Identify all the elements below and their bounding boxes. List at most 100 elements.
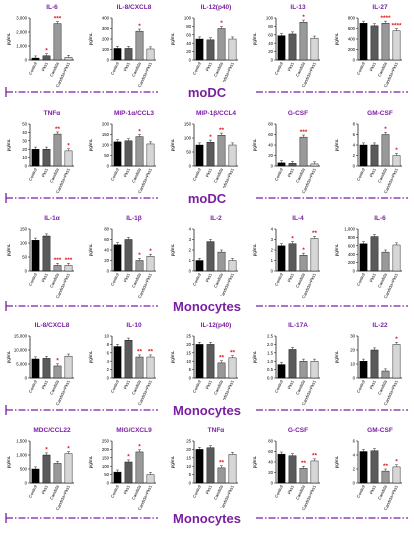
chart-title: IL-1β	[126, 215, 142, 222]
y-tick-label: 400	[102, 16, 110, 21]
x-tick-label: Candida	[49, 61, 60, 78]
x-tick-label: Control	[274, 484, 284, 498]
bar	[277, 245, 286, 272]
x-tick-label: Pks1	[368, 272, 377, 283]
y-tick-label: 5	[189, 472, 192, 477]
chart-panel: G-CSF pg/mL 0 20 40 60 80 Control Pks1 ** Candida *…	[252, 427, 320, 511]
x-tick-label: Control	[110, 272, 120, 286]
x-tick-label: Candida	[213, 167, 224, 184]
x-tick-label: Control	[28, 272, 38, 286]
x-tick-label: Control	[356, 272, 366, 286]
y-tick-label: 0	[189, 481, 192, 486]
chart-panel: IL-12(p40) pg/mL 0 20 40 60 80 100 Control Pks1 * C…	[170, 4, 238, 88]
bar	[228, 357, 237, 379]
x-tick-label: Control	[356, 484, 366, 498]
significance-label: **	[137, 349, 143, 356]
bar	[31, 468, 40, 484]
significance-label: ***	[54, 257, 62, 264]
x-tick-label: Candida	[377, 272, 388, 289]
chart-panel: IL-6 pg/mL 0 200 400 600 800 1,000 Control Pks1 Ca…	[334, 215, 402, 299]
x-tick-label: Pks1	[204, 167, 213, 178]
y-tick-label: 3,000	[16, 16, 27, 21]
bar	[370, 144, 379, 167]
y-tick-label: 0	[25, 164, 28, 169]
y-axis-label: pg/mL	[252, 455, 257, 468]
bar	[310, 460, 319, 484]
y-tick-label: 0	[25, 481, 28, 486]
bar	[277, 453, 286, 484]
bar	[288, 455, 297, 484]
bar	[113, 471, 122, 484]
bar	[370, 349, 379, 379]
bar	[277, 364, 286, 379]
bar	[228, 260, 237, 272]
y-tick-label: 40	[186, 41, 191, 46]
chart-title: GM-CSF	[367, 110, 393, 117]
x-tick-label: Candida	[295, 484, 306, 501]
y-tick-label: 1,500	[16, 439, 27, 444]
y-tick-label: 2	[107, 367, 110, 372]
y-tick-label: 2	[271, 248, 274, 253]
bar	[64, 453, 73, 484]
x-tick-label: Control	[192, 272, 202, 286]
bar	[392, 344, 401, 379]
chart-title: MIP-1α/CCL3	[114, 110, 154, 117]
y-tick-label: 1.5	[267, 350, 274, 355]
chart-panel: TNFα pg/mL 0 10 20 30 40 50 Control Pks1 ** Candida…	[6, 110, 74, 194]
x-tick-label: Control	[28, 379, 38, 393]
x-tick-label: Candida	[49, 379, 60, 396]
bar	[370, 25, 379, 61]
bar	[299, 361, 308, 379]
x-tick-label: Control	[356, 61, 366, 75]
significance-label: *	[67, 445, 70, 452]
bar	[195, 38, 204, 61]
bar	[206, 39, 215, 61]
y-tick-label: 100	[102, 143, 110, 148]
bar	[359, 361, 368, 379]
y-tick-label: 80	[268, 24, 273, 29]
bar	[217, 362, 226, 379]
y-tick-label: 50	[22, 255, 27, 260]
bar	[124, 461, 133, 484]
y-tick-label: 20	[22, 147, 27, 152]
y-tick-label: 40	[268, 143, 273, 148]
bar	[135, 136, 144, 167]
significance-label: *	[395, 459, 398, 466]
y-tick-label: 30	[22, 138, 27, 143]
chart-title: IL-6	[374, 215, 386, 222]
y-tick-label: 40	[268, 41, 273, 46]
y-tick-label: 40	[104, 248, 109, 253]
significance-label: *	[56, 358, 59, 365]
bar	[42, 454, 51, 484]
x-tick-label: Candida	[377, 167, 388, 184]
y-tick-label: 60	[268, 132, 273, 137]
bar	[64, 57, 73, 61]
chart-panel: MIG/CXCL9 pg/mL 0 50 100 150 200 250 Control * Pks…	[88, 427, 156, 511]
y-tick-label: 200	[348, 47, 356, 52]
y-tick-label: 8	[107, 342, 110, 347]
significance-label: *	[138, 252, 141, 259]
y-tick-label: 0	[189, 164, 192, 169]
significance-label: *	[138, 444, 141, 451]
y-tick-label: 0	[271, 164, 274, 169]
y-axis-label: pg/mL	[252, 243, 257, 256]
bar	[31, 358, 40, 379]
x-tick-label: Control	[110, 167, 120, 181]
significance-label: **	[219, 355, 225, 362]
x-tick-label: Control	[28, 61, 38, 75]
y-tick-label: 1	[189, 258, 192, 263]
chart-title: G-CSF	[288, 427, 308, 434]
y-tick-label: 0.5	[267, 367, 274, 372]
y-tick-label: 10	[186, 359, 191, 364]
bar	[124, 340, 133, 379]
x-tick-label: Control	[274, 61, 284, 75]
y-tick-label: 100	[102, 464, 110, 469]
chart-panel: MIP-1α/CCL3 pg/mL 0 50 100 150 200 Control Pks1 *…	[88, 110, 156, 194]
chart-title: IL-27	[372, 4, 388, 11]
x-tick-label: Pks1	[368, 379, 377, 390]
bar	[146, 474, 155, 484]
x-tick-label: Candida	[213, 61, 224, 78]
bar	[206, 241, 215, 272]
y-tick-label: 6	[353, 439, 356, 444]
